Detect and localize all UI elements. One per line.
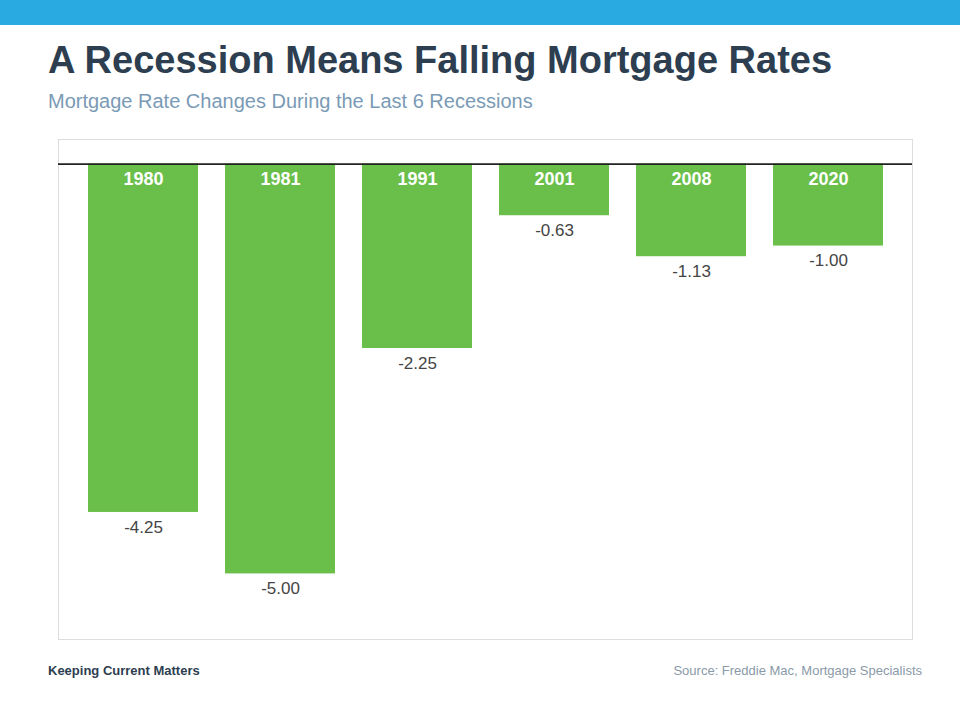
html-text:Keeping Current Matters: Keeping Current Matters bbox=[48, 663, 200, 678]
svg-text:-2.25: -2.25 bbox=[398, 354, 437, 373]
svg-text:1981: 1981 bbox=[260, 169, 300, 189]
svg-text:-5.00: -5.00 bbox=[261, 579, 300, 598]
svg-text:1991: 1991 bbox=[397, 169, 437, 189]
html-text:A Recession Means Falling Mort: A Recession Means Falling Mortgage Rates bbox=[48, 39, 833, 81]
html-text:Source: Freddie Mac, Mortgage: Source: Freddie Mac, Mortgage Specialist… bbox=[673, 663, 922, 678]
svg-text:2001: 2001 bbox=[534, 169, 574, 189]
svg-text:-0.63: -0.63 bbox=[535, 221, 574, 240]
svg-text:-1.13: -1.13 bbox=[672, 262, 711, 281]
html-text:Mortgage Rate Changes During t: Mortgage Rate Changes During the Last 6 … bbox=[48, 90, 533, 112]
svg-text:-4.25: -4.25 bbox=[124, 518, 163, 537]
svg-text:2020: 2020 bbox=[808, 169, 848, 189]
svg-text:2008: 2008 bbox=[671, 169, 711, 189]
svg-text:1980: 1980 bbox=[123, 169, 163, 189]
svg-text:-1.00: -1.00 bbox=[809, 251, 848, 270]
